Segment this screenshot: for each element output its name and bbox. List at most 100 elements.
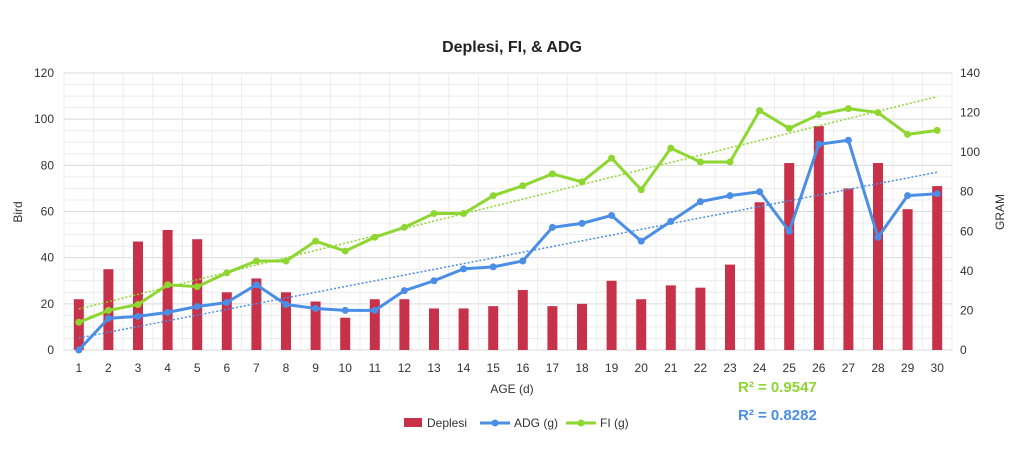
point-adg	[844, 136, 852, 144]
legend-label-adg: ADG (g)	[514, 416, 558, 430]
y-tick-label: 100	[34, 112, 54, 126]
x-tick-label: 18	[575, 361, 589, 375]
bar-deplesi	[784, 163, 795, 350]
x-tick-label: 4	[164, 361, 171, 375]
y-tick-label: 20	[41, 297, 55, 311]
y2-axis-label: GRAM	[993, 194, 1007, 230]
line-fi	[78, 107, 938, 324]
point-adg	[430, 277, 438, 285]
line-adg	[77, 138, 938, 352]
bar-deplesi	[902, 209, 913, 350]
point-fi	[460, 209, 468, 217]
x-tick-label: 29	[901, 361, 915, 375]
y-axis-label: Bird	[11, 201, 25, 222]
legend-marker-fi	[577, 419, 585, 427]
point-adg	[696, 198, 704, 206]
point-adg	[519, 257, 527, 265]
bar-deplesi	[399, 299, 410, 350]
point-adg	[608, 211, 616, 219]
point-fi	[637, 186, 645, 194]
x-tick-label: 27	[842, 361, 856, 375]
point-adg	[282, 300, 290, 308]
point-adg	[756, 188, 764, 196]
y-tick-label: 80	[41, 158, 55, 172]
legend-label-fi: FI (g)	[600, 416, 629, 430]
x-tick-label: 19	[605, 361, 619, 375]
x-tick-label: 9	[312, 361, 319, 375]
point-adg	[223, 299, 231, 307]
y2-tick-label: 80	[960, 185, 974, 199]
bar-deplesi	[932, 186, 943, 350]
y2-tick-label: 40	[960, 264, 974, 278]
point-fi	[844, 105, 852, 113]
point-adg	[904, 192, 912, 200]
x-tick-label: 6	[223, 361, 230, 375]
point-adg	[75, 346, 83, 354]
point-adg	[933, 190, 941, 198]
bar-deplesi	[754, 202, 765, 350]
point-fi	[312, 237, 320, 245]
trendline-fi	[78, 95, 938, 310]
x-tick-label: 30	[931, 361, 945, 375]
point-fi	[341, 247, 349, 255]
point-fi	[548, 170, 556, 178]
bar-deplesi	[340, 317, 351, 350]
bar-deplesi	[251, 278, 262, 350]
x-tick-label: 24	[753, 361, 767, 375]
x-tick-label: 26	[812, 361, 826, 375]
bar-deplesi	[310, 301, 321, 350]
x-tick-label: 5	[194, 361, 201, 375]
point-fi	[104, 306, 112, 314]
point-adg	[489, 263, 497, 271]
point-fi	[193, 283, 201, 291]
point-fi	[489, 192, 497, 200]
legend-swatch-deplesi	[404, 418, 422, 427]
point-adg	[667, 217, 675, 225]
point-adg	[134, 312, 142, 320]
point-fi	[756, 107, 764, 115]
point-adg	[815, 140, 823, 148]
x-tick-label: 11	[369, 361, 382, 375]
bar-deplesi	[517, 289, 528, 350]
bar-deplesi	[606, 280, 617, 350]
point-fi	[726, 158, 734, 166]
point-fi	[815, 111, 823, 119]
bar-deplesi	[369, 299, 380, 350]
x-tick-label: 8	[283, 361, 290, 375]
bar-deplesi	[636, 299, 647, 350]
x-tick-label: 2	[105, 361, 112, 375]
point-adg	[726, 192, 734, 200]
x-tick-label: 17	[546, 361, 560, 375]
x-tick-label: 28	[871, 361, 885, 375]
bar-deplesi	[843, 188, 854, 350]
bar-deplesi	[488, 306, 499, 350]
legend-label-deplesi: Deplesi	[427, 416, 467, 430]
point-fi	[933, 126, 941, 134]
x-tick-label: 20	[635, 361, 649, 375]
chart-title: Deplesi, FI, & ADG	[442, 39, 582, 56]
x-tick-label: 10	[339, 361, 353, 375]
y-tick-label: 0	[47, 343, 54, 357]
x-tick-label: 14	[457, 361, 471, 375]
x-tick-label: 25	[783, 361, 797, 375]
bar-deplesi	[162, 229, 173, 350]
point-fi	[608, 154, 616, 162]
bar-deplesi	[133, 241, 143, 350]
point-adg	[193, 302, 201, 310]
bar-deplesi	[665, 285, 676, 350]
bar-deplesi	[458, 308, 469, 350]
x-tick-label: 23	[723, 361, 737, 375]
bar-deplesi	[281, 292, 291, 350]
point-fi	[75, 318, 83, 326]
bar-deplesi	[695, 287, 706, 350]
y2-tick-label: 100	[960, 145, 980, 159]
point-adg	[785, 227, 793, 235]
y2-tick-label: 20	[960, 303, 974, 317]
point-fi	[519, 182, 527, 190]
y2-tick-label: 140	[960, 66, 980, 80]
y-tick-label: 60	[41, 205, 55, 219]
bar-deplesi	[547, 306, 558, 350]
point-fi	[874, 109, 882, 117]
point-fi	[578, 178, 586, 186]
